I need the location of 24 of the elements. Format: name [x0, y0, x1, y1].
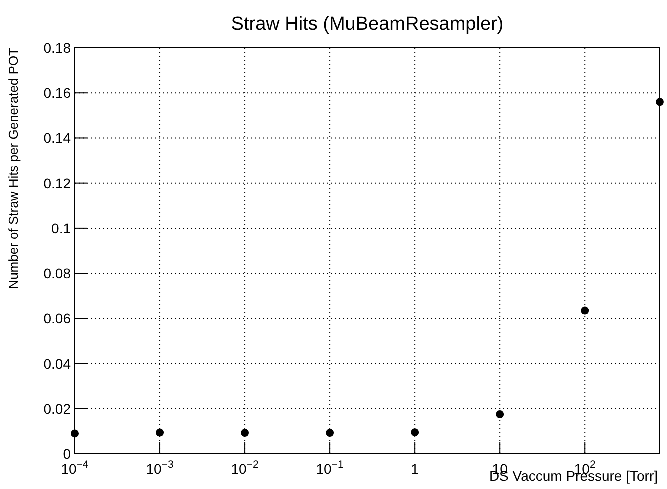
point	[496, 410, 504, 419]
y-tick-label: 0.08	[44, 266, 72, 282]
chart-title: Straw Hits (MuBeamResampler)	[231, 14, 504, 35]
y-tick-label: 0.02	[44, 400, 72, 417]
x-tick-label: 10$^{−1}$	[316, 459, 344, 477]
point	[71, 430, 79, 438]
point	[156, 428, 164, 437]
y-axis-title: Number of Straw Hits per Generated POT	[6, 48, 21, 290]
y-tick-label: 0.16	[44, 85, 72, 102]
y-tick-label: 0.14	[44, 130, 72, 146]
y-tick-label: 0.06	[44, 310, 72, 327]
x-tick-label: 10$^{−2}$	[231, 459, 259, 477]
point	[241, 429, 250, 438]
y-tick-label: 0.18	[44, 40, 72, 56]
x-tick-label: 10$^{−4}$	[61, 459, 89, 477]
y-tick-label: 0	[63, 446, 72, 462]
y-tick-label: 0.1	[52, 220, 72, 236]
y-tick-label: 0.12	[44, 175, 72, 192]
point	[411, 428, 420, 437]
x-tick-label: 1	[411, 461, 420, 477]
x-tick-label: 10$^{−3}$	[146, 459, 174, 477]
y-tick-label: 0.04	[44, 356, 72, 372]
point	[581, 306, 590, 315]
point	[326, 429, 334, 438]
